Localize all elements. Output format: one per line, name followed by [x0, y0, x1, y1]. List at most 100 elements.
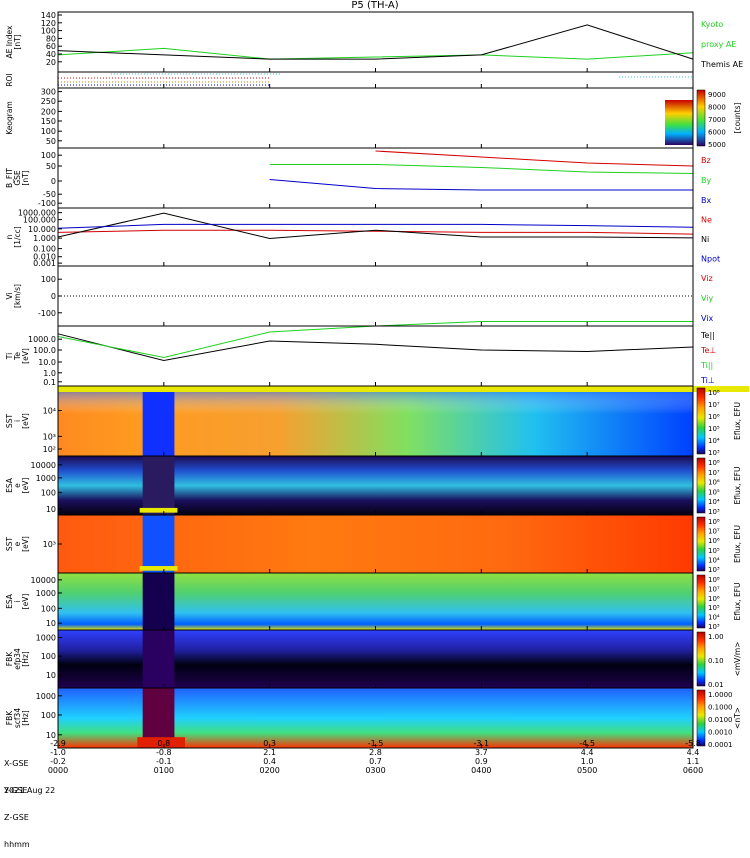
- temp-series: [57, 333, 694, 362]
- ssti-cbar-tick: 10⁵: [708, 425, 720, 433]
- bfgm-ytick-label: -100: [38, 199, 56, 208]
- ae-ylabel: [nT]: [13, 34, 22, 49]
- dens-legend-ni: Ni: [701, 235, 709, 244]
- plot-title: P5 (TH-A): [351, 0, 399, 11]
- footer-cell: 0100: [154, 766, 174, 775]
- kgram-cbar-tick: 8000: [708, 104, 726, 112]
- esai-gap-band: [142, 573, 175, 630]
- footer-cell: -0.8: [156, 748, 172, 757]
- kgram-ytick-label: 150: [41, 117, 56, 126]
- bfgm-legend-bz: Bz: [701, 156, 711, 165]
- dens-legend-ne: Ne: [701, 216, 712, 225]
- fbkb-colorbar: [696, 689, 706, 747]
- footer-row-x: X-GSE: [4, 759, 29, 768]
- temp-frame: [57, 325, 694, 387]
- footer-cell: 0.9: [475, 757, 488, 766]
- ae-ytick-label: 120: [41, 19, 56, 28]
- dens-ytick-label: 10.000: [28, 225, 56, 234]
- sste-cbar-tick: 10³: [708, 566, 720, 574]
- esae-cbar-tick: 10⁸: [708, 459, 720, 467]
- vel-ylabel: Vi: [5, 292, 14, 299]
- sste-ytick-label: 10³: [43, 540, 56, 549]
- ae-frame: [57, 11, 694, 73]
- footer-cell: 4.4: [581, 748, 594, 757]
- sste-cbar-label: Eflux, EFU: [733, 525, 742, 563]
- dens-series: [57, 229, 694, 235]
- ae-ytick-label: 20: [46, 58, 56, 67]
- sste-low-energy-band: [139, 566, 178, 571]
- ssti-ytick-label: 10³: [43, 432, 56, 441]
- fbke-ylabel: FBK: [5, 651, 14, 666]
- temp-ytick-label: 0.1: [43, 378, 56, 387]
- temp-series: [57, 321, 693, 359]
- esae-ylabel: e: [13, 483, 22, 488]
- dens-ylabel: n: [5, 234, 14, 239]
- esae-low-energy-band: [139, 507, 178, 513]
- kgram-ytick-label: 50: [46, 137, 56, 146]
- ae-ytick-label: 60: [46, 42, 56, 51]
- fbkb-cbar-tick: 1.0000: [708, 691, 733, 699]
- fbke-ytick-label: 1000: [36, 634, 56, 643]
- temp-ytick-label: 10.0: [38, 358, 56, 367]
- dens-ytick-label: 0.001: [33, 259, 56, 268]
- footer-cell: 4.4: [687, 748, 700, 757]
- ae-ylabel: AE Index: [5, 25, 14, 58]
- ae-ytick-label: 100: [41, 27, 56, 36]
- bfgm-ytick-label: 100: [41, 151, 56, 160]
- footer-cell: 3.7: [475, 748, 488, 757]
- sste-cbar-tick: 10⁴: [708, 556, 720, 564]
- footer-cell: -2.9: [50, 739, 66, 748]
- sste-ylabel: e: [13, 541, 22, 546]
- temp-legend-ti: Ti⊥: [700, 376, 715, 385]
- temp-legend-ti: Ti||: [700, 361, 713, 370]
- fbkb-cbar-label: <nT>: [733, 707, 742, 729]
- esai-ylabel: ESA: [5, 593, 14, 609]
- esae-ytick-label: 10: [46, 505, 56, 514]
- fbkb-low-freq-band: [137, 737, 185, 748]
- bfgm-series: [269, 164, 694, 174]
- ssti-cbar-tick: 10³: [708, 449, 720, 457]
- fbkb-cbar-tick: 0.0100: [708, 716, 733, 724]
- footer-cell: -1.5: [368, 739, 384, 748]
- ssti-cbar-tick: 10⁷: [708, 401, 720, 409]
- ssti-ytick-label: 10⁴: [43, 407, 56, 416]
- separator-strip: [58, 386, 749, 392]
- esae-cbar-tick: 10⁴: [708, 498, 720, 506]
- fbke-cbar-tick: 0.01: [708, 681, 724, 689]
- kgram-cbar-tick: 6000: [708, 129, 726, 137]
- ssti-ytick-label: 10²: [43, 445, 56, 454]
- ae-series: [57, 47, 694, 60]
- ssti-ylabel: i: [13, 420, 22, 422]
- footer-cell: 2.1: [263, 748, 276, 757]
- ssti-colorbar: [696, 387, 706, 455]
- esai-cbar-tick: 10⁶: [708, 595, 720, 603]
- footer-cell: 0000: [48, 766, 68, 775]
- kgram-colorbar: [696, 89, 706, 147]
- bfgm-ylabel: GSE: [13, 170, 22, 186]
- spectrogram-layer: [58, 73, 749, 748]
- ae-series: [57, 24, 694, 60]
- temp-ylabel: Ti: [5, 353, 14, 360]
- esai-ylabel: i: [13, 600, 22, 602]
- esai-cbar-tick: 10³: [708, 623, 720, 631]
- esae-ylabel: [eV]: [21, 478, 30, 494]
- esae-ytick-label: 1000: [36, 474, 56, 483]
- kgram-ytick-label: 250: [41, 97, 56, 106]
- sste-cbar-tick: 10⁶: [708, 537, 720, 545]
- vel-ytick-label: -100: [38, 309, 56, 318]
- footer-row-z: Z-GSE: [4, 813, 29, 822]
- line-plots-layer: [57, 24, 694, 362]
- esai-cbar-tick: 10⁸: [708, 576, 720, 584]
- sste-colorbar: [696, 516, 706, 572]
- fbkb-ylabel: [Hz]: [21, 710, 30, 726]
- ae-ytick-label: 140: [41, 11, 56, 20]
- footer-cell: 0200: [259, 766, 279, 775]
- bfgm-series: [269, 179, 693, 191]
- temp-legend-te: Te||: [700, 331, 715, 340]
- sste-ylabel: [eV]: [21, 536, 30, 552]
- kgram-cbar-tick: 7000: [708, 116, 726, 124]
- esae-cbar-tick: 10⁶: [708, 479, 720, 487]
- temp-legend-te: Te⊥: [700, 346, 716, 355]
- sste-gap-band: [142, 515, 175, 573]
- kgram-cbar-tick: 9000: [708, 91, 726, 99]
